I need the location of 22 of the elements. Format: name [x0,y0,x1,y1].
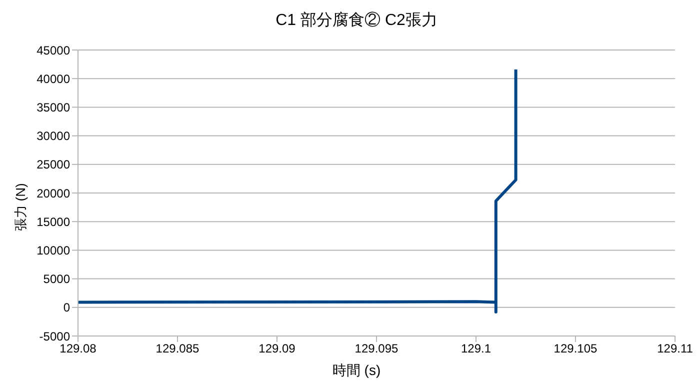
x-tick-label: 129.1 [460,342,492,356]
x-tick-label: 129.11 [657,342,694,356]
x-axis-title: 時間 (s) [331,362,382,380]
y-tick-label: -5000 [39,329,70,344]
y-tick-label: 15000 [36,214,70,229]
x-tick-label: 129.085 [156,342,200,356]
y-tick-label: 5000 [43,272,70,286]
x-tick-label: 129.095 [354,342,399,356]
y-tick-label: 20000 [36,186,70,200]
x-tick-label: 129.105 [554,342,598,356]
y-tick-label: 30000 [36,129,70,144]
y-tick-label: 40000 [36,72,70,86]
y-tick-label: 10000 [36,243,70,258]
x-tick-label: 129.08 [60,342,97,356]
y-axis-title: 張力 (N) [12,182,29,233]
y-tick-label: 25000 [36,158,70,172]
x-tick-label: 129.09 [258,342,296,356]
y-tick-label: 35000 [36,100,70,114]
y-tick-label: 45000 [36,43,70,58]
y-tick-label: 0 [63,300,70,315]
chart-title: C1 部分腐食② C2張力 [274,10,438,31]
line-series [78,68,518,314]
